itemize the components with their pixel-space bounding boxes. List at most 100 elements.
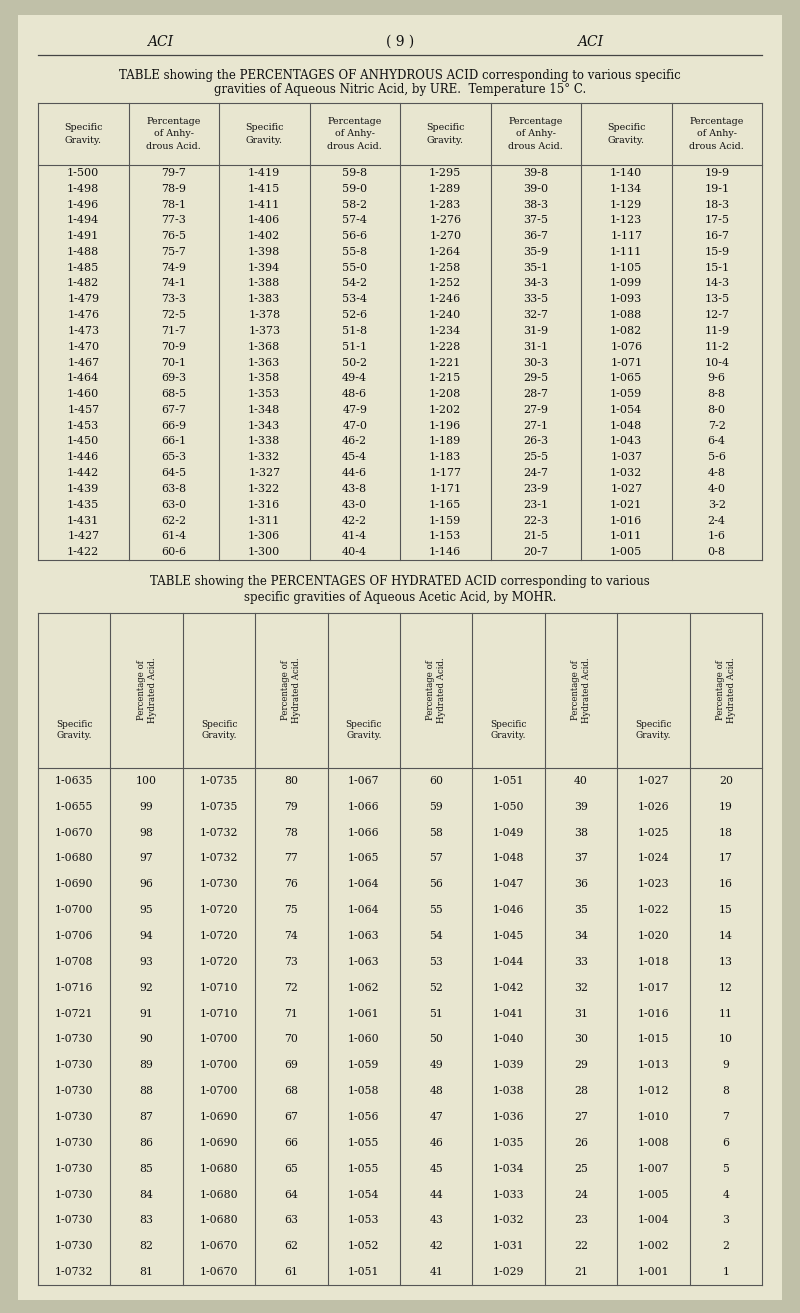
- Text: 1-0730: 1-0730: [55, 1086, 94, 1096]
- Text: 27-9: 27-9: [523, 404, 548, 415]
- Text: 47: 47: [430, 1112, 443, 1123]
- Text: 1-289: 1-289: [429, 184, 462, 194]
- Text: 50: 50: [430, 1035, 443, 1044]
- Text: 59-8: 59-8: [342, 168, 367, 177]
- Text: 1-306: 1-306: [248, 532, 280, 541]
- Text: 1-021: 1-021: [610, 500, 642, 509]
- Text: 77: 77: [285, 853, 298, 864]
- Text: 23-9: 23-9: [523, 484, 548, 494]
- Text: 1-473: 1-473: [67, 326, 99, 336]
- Text: 73: 73: [285, 957, 298, 966]
- Text: 1-007: 1-007: [638, 1163, 669, 1174]
- Text: 73-3: 73-3: [162, 294, 186, 305]
- Text: 1-0730: 1-0730: [55, 1163, 94, 1174]
- Text: 1-453: 1-453: [67, 420, 99, 431]
- Text: 48-6: 48-6: [342, 389, 367, 399]
- Text: 1-146: 1-146: [429, 548, 462, 557]
- Text: 1-123: 1-123: [610, 215, 642, 226]
- Text: Percentage
of Anhy-
drous Acid.: Percentage of Anhy- drous Acid.: [327, 117, 382, 151]
- Text: 14-3: 14-3: [704, 278, 730, 289]
- Text: 1-036: 1-036: [493, 1112, 525, 1123]
- Text: 1-482: 1-482: [67, 278, 99, 289]
- Text: 10: 10: [719, 1035, 733, 1044]
- Text: 1-402: 1-402: [248, 231, 280, 242]
- Text: 15-1: 15-1: [704, 263, 730, 273]
- Text: 8-0: 8-0: [708, 404, 726, 415]
- Text: 1-373: 1-373: [248, 326, 280, 336]
- Text: 98: 98: [140, 827, 154, 838]
- Text: 42: 42: [430, 1241, 443, 1251]
- Text: 1-013: 1-013: [638, 1061, 670, 1070]
- Text: 1-442: 1-442: [67, 469, 99, 478]
- Text: 1-002: 1-002: [638, 1241, 670, 1251]
- Text: 1-016: 1-016: [610, 516, 642, 525]
- Text: 15: 15: [719, 905, 733, 915]
- Text: 1-016: 1-016: [638, 1008, 670, 1019]
- Text: 1-159: 1-159: [429, 516, 462, 525]
- Text: 1-045: 1-045: [493, 931, 524, 941]
- Text: 1-032: 1-032: [493, 1216, 525, 1225]
- Text: 1-042: 1-042: [493, 982, 524, 993]
- Text: 74-1: 74-1: [162, 278, 186, 289]
- Text: 43-0: 43-0: [342, 500, 367, 509]
- Text: 86: 86: [140, 1138, 154, 1148]
- Text: 1-099: 1-099: [610, 278, 642, 289]
- Text: Specific
Gravity.: Specific Gravity.: [64, 123, 102, 144]
- Text: 1-332: 1-332: [248, 452, 280, 462]
- Text: 1-363: 1-363: [248, 357, 280, 368]
- Text: 97: 97: [140, 853, 154, 864]
- Text: 1-488: 1-488: [67, 247, 99, 257]
- Text: 71-7: 71-7: [162, 326, 186, 336]
- Text: 9: 9: [722, 1061, 730, 1070]
- Text: 1-196: 1-196: [429, 420, 462, 431]
- Text: 8-8: 8-8: [708, 389, 726, 399]
- Text: 1-208: 1-208: [429, 389, 462, 399]
- Text: 1-0730: 1-0730: [55, 1216, 94, 1225]
- Text: 34: 34: [574, 931, 588, 941]
- Text: 1-0670: 1-0670: [200, 1267, 238, 1278]
- Text: 1-0708: 1-0708: [55, 957, 94, 966]
- Text: 53: 53: [430, 957, 443, 966]
- Text: 100: 100: [136, 776, 157, 786]
- Text: 1-052: 1-052: [348, 1241, 379, 1251]
- Text: 38: 38: [574, 827, 588, 838]
- Text: 55-8: 55-8: [342, 247, 367, 257]
- Text: 1: 1: [722, 1267, 730, 1278]
- Text: Specific
Gravity.: Specific Gravity.: [426, 123, 465, 144]
- Text: 16: 16: [719, 880, 733, 889]
- Text: 57-4: 57-4: [342, 215, 367, 226]
- Text: 44-6: 44-6: [342, 469, 367, 478]
- Text: 40-4: 40-4: [342, 548, 367, 557]
- Text: 1-6: 1-6: [708, 532, 726, 541]
- Text: 1-0670: 1-0670: [200, 1241, 238, 1251]
- Text: 23-1: 23-1: [523, 500, 548, 509]
- Text: 1-0730: 1-0730: [55, 1035, 94, 1044]
- Text: 1-0700: 1-0700: [200, 1086, 238, 1096]
- Text: 43: 43: [430, 1216, 443, 1225]
- Text: 45-4: 45-4: [342, 452, 367, 462]
- Text: 1-0730: 1-0730: [55, 1241, 94, 1251]
- Text: 24-7: 24-7: [523, 469, 548, 478]
- Text: 7-2: 7-2: [708, 420, 726, 431]
- Text: 78: 78: [285, 827, 298, 838]
- Text: 2-4: 2-4: [708, 516, 726, 525]
- Text: 64: 64: [285, 1190, 298, 1200]
- Text: 59-0: 59-0: [342, 184, 367, 194]
- Text: 35-9: 35-9: [523, 247, 548, 257]
- Text: 1-093: 1-093: [610, 294, 642, 305]
- Text: 8: 8: [722, 1086, 730, 1096]
- Text: 1-0730: 1-0730: [200, 880, 238, 889]
- Text: 27-1: 27-1: [523, 420, 548, 431]
- Text: 1-0700: 1-0700: [55, 905, 94, 915]
- Text: Specific
Gravity.: Specific Gravity.: [490, 720, 527, 741]
- Text: 30-3: 30-3: [523, 357, 548, 368]
- Text: 1-348: 1-348: [248, 404, 280, 415]
- Text: 91: 91: [140, 1008, 154, 1019]
- Text: 1-431: 1-431: [67, 516, 99, 525]
- Text: 6: 6: [722, 1138, 730, 1148]
- Text: 1-485: 1-485: [67, 263, 99, 273]
- Text: 29-5: 29-5: [523, 373, 548, 383]
- Text: 1-311: 1-311: [248, 516, 280, 525]
- Text: 1-005: 1-005: [610, 548, 642, 557]
- Text: 1-0735: 1-0735: [200, 802, 238, 811]
